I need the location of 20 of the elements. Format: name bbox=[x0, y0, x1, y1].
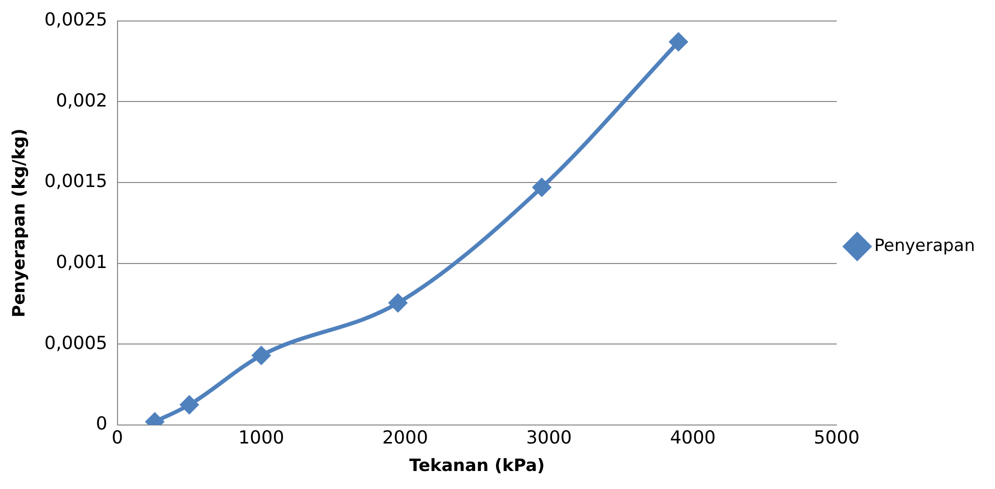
x-tick-label: 1000 bbox=[238, 427, 284, 448]
x-tick-label: 3000 bbox=[526, 427, 572, 448]
x-axis-title: Tekanan (kPa) bbox=[409, 456, 545, 476]
y-tick-label: 0,0005 bbox=[44, 332, 108, 354]
legend-label: Penyerapan bbox=[874, 236, 976, 256]
point bbox=[252, 346, 270, 364]
y-tick-label: 0,001 bbox=[56, 252, 108, 273]
point bbox=[180, 396, 198, 414]
y-tick-label: 0 bbox=[96, 414, 108, 435]
point bbox=[532, 178, 551, 196]
y-tick-label: 0,0025 bbox=[44, 9, 108, 30]
x-tick-label: 2000 bbox=[382, 427, 428, 448]
x-tick-label: 0 bbox=[112, 427, 124, 448]
y-tick-label: 0,0015 bbox=[44, 171, 108, 192]
x-tick-label: 5000 bbox=[814, 427, 860, 448]
y-axis-title: Penyerapan (kg/kg) bbox=[10, 128, 30, 318]
x-tick-label: 4000 bbox=[670, 427, 716, 448]
point bbox=[388, 294, 407, 312]
point bbox=[669, 32, 688, 51]
y-tick-label: 0,002 bbox=[56, 90, 108, 112]
